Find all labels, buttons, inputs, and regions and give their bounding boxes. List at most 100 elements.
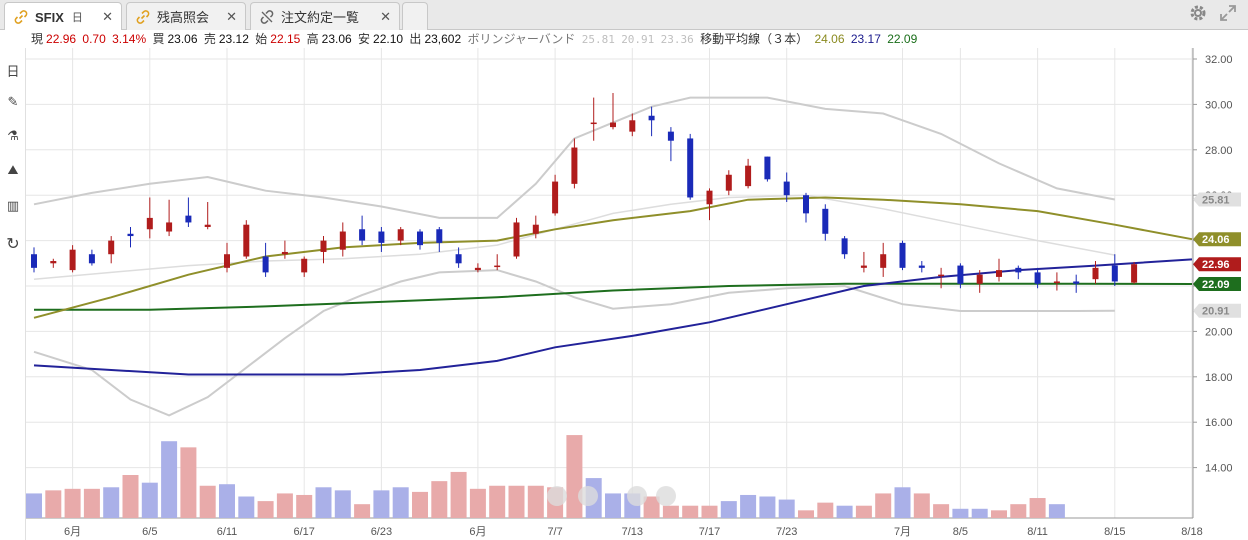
close-icon[interactable]: ✕	[380, 8, 391, 24]
candle-body	[1073, 281, 1080, 284]
volume-bar	[508, 485, 525, 518]
volume-bar	[238, 496, 255, 518]
volume-bar	[855, 505, 872, 518]
zoom-control-icon	[578, 486, 598, 506]
quote-info-bar: 現 22.96 0.70 3.14% 買 23.06 売 23.12 始 22.15 高…	[0, 30, 1248, 48]
x-tick-label: 6月	[64, 526, 81, 538]
volume-bar	[219, 484, 235, 518]
volume-bar	[469, 488, 486, 518]
candle-body	[745, 165, 752, 187]
high-label: 高	[306, 32, 319, 46]
price-tag-label: 22.09	[1202, 279, 1230, 291]
volume-bar	[141, 482, 158, 518]
volume-bar	[296, 494, 313, 518]
price-tag-label: 20.91	[1202, 306, 1230, 318]
refresh-icon[interactable]: ↻	[6, 236, 20, 253]
x-tick-label: 6/5	[142, 526, 157, 538]
price-tag-label: 24.06	[1202, 234, 1230, 246]
candle-body	[899, 242, 906, 268]
x-tick-label: 6/11	[217, 526, 238, 538]
bid-price: 23.06	[167, 32, 198, 46]
volume-bar	[334, 490, 351, 518]
volume-bar	[971, 508, 988, 518]
volume-bar	[1029, 498, 1046, 518]
price-tag	[1193, 276, 1241, 291]
volume-bar	[605, 493, 621, 518]
candle-body	[532, 224, 539, 234]
candle-body	[1111, 265, 1118, 282]
candle-body	[725, 174, 732, 191]
candle-body	[648, 115, 655, 121]
volume-bar	[682, 505, 699, 518]
chart-type-icon[interactable]: ⛰	[7, 162, 19, 177]
volume-bar	[1010, 504, 1027, 518]
volume-bar	[740, 494, 757, 518]
close-icon[interactable]: ✕	[226, 8, 237, 24]
x-tick-label: 6/23	[371, 526, 392, 538]
new-tab-button[interactable]	[402, 2, 428, 30]
price-tag-label: 25.81	[1202, 195, 1230, 207]
current-price: 22.96	[46, 32, 77, 46]
tab-sfix-chart[interactable]: SFIX 日 ✕	[4, 2, 122, 31]
window-controls	[1188, 3, 1238, 23]
volume-value: 23,602	[424, 32, 462, 46]
x-tick-label: 8/5	[953, 526, 968, 538]
candle-body	[301, 258, 308, 273]
price-tag	[1193, 303, 1241, 318]
gear-icon[interactable]	[1188, 3, 1208, 23]
volume-bar	[759, 496, 776, 518]
candle-body	[667, 131, 674, 141]
volume-bar	[701, 505, 718, 518]
volume-bar	[817, 502, 834, 518]
candle-body	[204, 224, 211, 227]
price-chart[interactable]: 32.0030.0028.0026.0024.0022.0020.0018.00…	[0, 48, 1248, 540]
open-label: 始	[255, 32, 268, 46]
tab-balance[interactable]: 残高照会 ✕	[126, 2, 246, 30]
price-tag	[1193, 257, 1241, 272]
volume-bar	[913, 493, 930, 518]
x-tick-label: 8/11	[1027, 526, 1048, 538]
volume-bar	[1048, 504, 1065, 518]
ma-1-value: 24.06	[814, 32, 845, 46]
expand-icon[interactable]	[1218, 3, 1238, 23]
y-tick-label: 28.00	[1205, 145, 1233, 157]
x-tick-label: 7/23	[776, 526, 797, 538]
x-tick-label: 7/13	[622, 526, 643, 538]
y-tick-label: 14.00	[1205, 463, 1233, 475]
y-tick-label: 16.00	[1205, 417, 1233, 429]
volume-bars-icon[interactable]: ▥	[6, 198, 20, 213]
candle-body	[320, 240, 327, 252]
volume-bar	[720, 501, 737, 518]
volume-bar	[643, 496, 660, 518]
x-tick-label: 8/15	[1104, 526, 1125, 538]
high-price: 23.06	[321, 32, 352, 46]
ma-3-value: 22.09	[887, 32, 918, 46]
indicator-flask-icon[interactable]: ⚗	[7, 128, 19, 143]
price-change-pct: 3.14%	[112, 32, 147, 46]
bollinger-lower-line	[33, 269, 1115, 417]
close-icon[interactable]: ✕	[102, 9, 113, 24]
volume-bar	[875, 493, 892, 518]
candle-body	[474, 267, 481, 271]
candle-body	[552, 181, 559, 214]
x-tick-label: 6月	[469, 526, 486, 538]
candle-body	[494, 265, 501, 268]
candle-body	[918, 265, 925, 268]
candle-body	[957, 265, 964, 284]
price-change: 0.70	[82, 32, 106, 46]
draw-pen-icon[interactable]: ✎	[7, 94, 19, 109]
candle-body	[841, 238, 848, 255]
zoom-control-icon	[627, 486, 647, 506]
x-tick-label: 6/17	[293, 526, 314, 538]
candle-body	[378, 231, 385, 243]
candle-body	[1034, 272, 1041, 284]
candle-body	[706, 190, 713, 205]
moving-average-label: 移動平均線（３本）	[700, 32, 809, 46]
candle-body	[31, 254, 37, 268]
price-tag	[1193, 192, 1241, 207]
volume-bar	[566, 435, 583, 518]
volume-bar	[180, 447, 197, 518]
period-day-icon[interactable]: 日	[6, 63, 20, 79]
volume-bar	[64, 488, 81, 518]
tab-order-list[interactable]: 注文約定一覧 ✕	[250, 2, 400, 30]
